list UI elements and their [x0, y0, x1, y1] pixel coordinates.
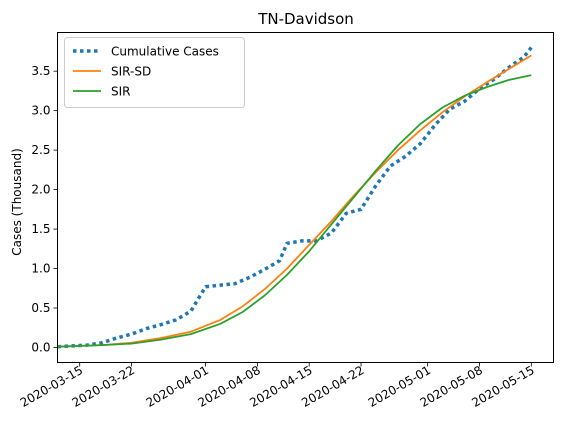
y-axis-ticks: 0.0 0.5 1.0 1.5 2.0 2.5 3.0 3.5 — [31, 64, 57, 354]
legend: Cumulative Cases SIR-SD SIR — [65, 38, 245, 108]
y-tick-label: 1.5 — [31, 222, 50, 236]
y-tick-label: 3.5 — [31, 64, 50, 78]
plot-area: 0.0 0.5 1.0 1.5 2.0 2.5 3.0 3.5 2020-03-152020-… — [18, 33, 554, 410]
legend-label: SIR-SD — [111, 65, 151, 79]
chart-title: TN-Davidson — [257, 10, 354, 28]
series-line-3 — [58, 75, 532, 347]
y-tick-label: 0.5 — [31, 301, 50, 315]
legend-label: Cumulative Cases — [111, 45, 219, 59]
y-tick-label: 2.0 — [31, 183, 50, 197]
y-tick-label: 3.0 — [31, 104, 50, 118]
y-tick-label: 0.0 — [31, 341, 50, 355]
legend-label: SIR — [111, 85, 131, 99]
y-axis-label: Cases (Thousand) — [10, 148, 24, 256]
y-tick-label: 2.5 — [31, 143, 50, 157]
y-tick-label: 1.0 — [31, 262, 50, 276]
